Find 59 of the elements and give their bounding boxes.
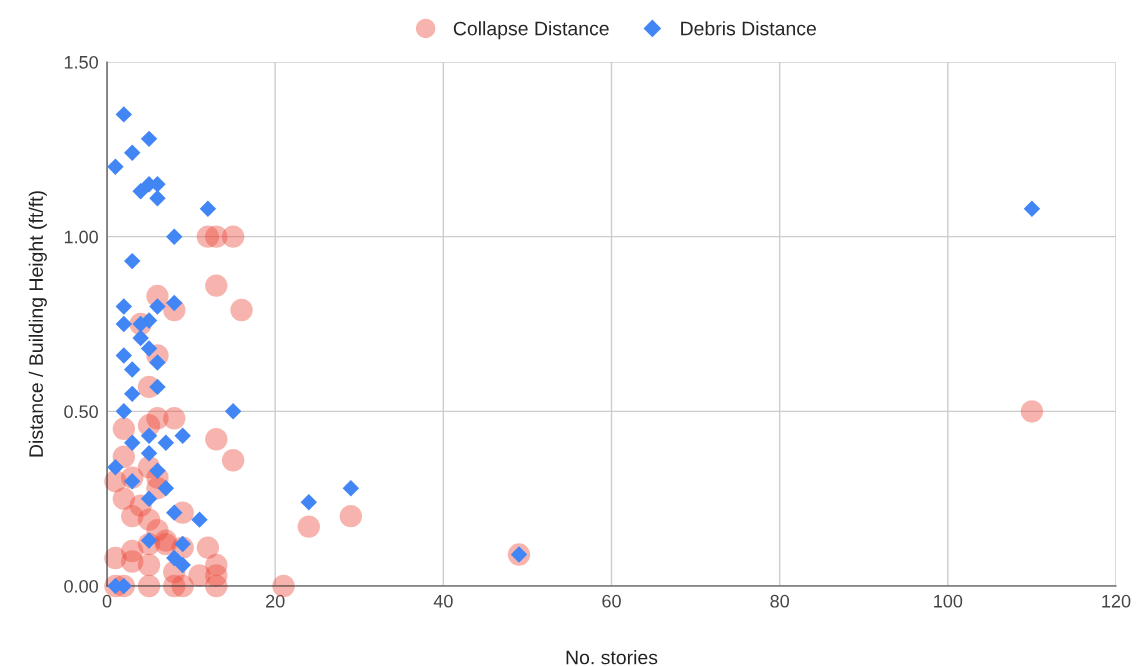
- legend-label: Collapse Distance: [453, 21, 609, 40]
- point: [115, 106, 133, 123]
- point: [124, 434, 141, 451]
- point: [140, 130, 158, 148]
- point: [115, 315, 133, 333]
- y-tick-label: 1.50: [64, 55, 98, 69]
- point: [166, 549, 183, 567]
- point: [124, 252, 141, 270]
- point: [163, 407, 186, 430]
- point: [157, 434, 175, 451]
- point: [157, 479, 175, 497]
- point: [140, 427, 158, 444]
- point: [124, 144, 141, 162]
- point: [191, 511, 208, 528]
- point: [149, 190, 166, 207]
- x-axis-title: No. stories: [566, 650, 658, 665]
- y-tick-label: 1.00: [64, 230, 98, 244]
- point: [174, 427, 191, 444]
- point: [205, 428, 228, 451]
- y-tick-label: 0.00: [64, 579, 98, 593]
- point: [224, 403, 242, 420]
- legend-label: Debris Distance: [681, 21, 816, 36]
- point: [107, 158, 124, 176]
- point: [132, 183, 149, 200]
- point: [166, 228, 183, 245]
- point: [149, 298, 166, 315]
- point: [199, 200, 217, 217]
- point: [1023, 200, 1041, 217]
- point: [132, 329, 149, 347]
- x-tick-label: 80: [770, 594, 789, 608]
- x-tick-label: 40: [433, 594, 453, 608]
- x-tick-label: 60: [602, 594, 621, 608]
- point: [339, 504, 363, 528]
- point: [221, 225, 245, 248]
- point: [124, 361, 141, 378]
- point: [137, 553, 161, 577]
- point: [115, 347, 133, 364]
- point: [166, 504, 183, 521]
- y-tick-label: 0.50: [64, 405, 98, 419]
- point: [342, 479, 360, 497]
- point: [107, 459, 124, 476]
- x-tick-label: 100: [934, 594, 963, 608]
- point: [205, 274, 228, 297]
- point: [297, 515, 320, 538]
- point: [115, 298, 133, 315]
- x-tick-label: 20: [266, 594, 285, 608]
- x-tick-label: 0: [102, 594, 112, 608]
- point: [230, 298, 253, 322]
- point: [112, 417, 136, 440]
- point: [1020, 400, 1044, 423]
- y-axis-title: Distance / Building Height (ft/ft): [28, 191, 47, 457]
- point: [196, 536, 220, 559]
- x-tick-label: 120: [1102, 594, 1131, 608]
- point: [300, 493, 318, 511]
- point: [124, 385, 141, 403]
- point: [149, 378, 166, 396]
- point: [140, 445, 158, 462]
- point: [115, 403, 133, 420]
- point: [221, 449, 245, 472]
